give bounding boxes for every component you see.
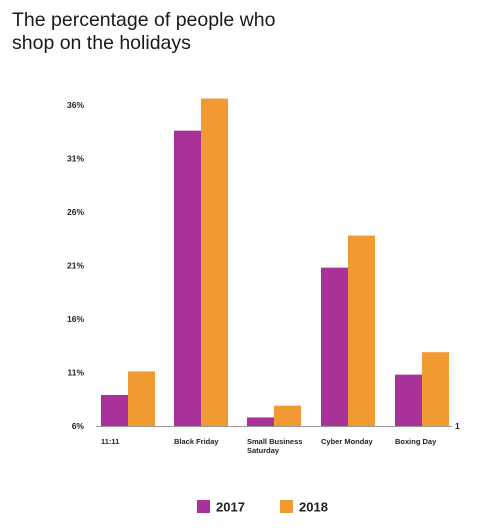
legend-swatch-2017	[197, 500, 210, 513]
y-tick-label: 36%	[67, 100, 84, 110]
y-tick-label: 31%	[67, 154, 84, 164]
category-label: 11:11	[101, 437, 119, 446]
bars	[101, 98, 449, 426]
legend-label-2018: 2018	[299, 500, 328, 515]
y-tick-label: 26%	[67, 207, 84, 217]
y-tick-label: 6%	[72, 421, 85, 431]
legend: 2017 2018	[197, 500, 328, 515]
bar-2018-3	[348, 235, 375, 426]
category-label: Small Business Saturday	[247, 437, 302, 455]
bar-2018-0	[128, 371, 155, 426]
y-tick-label: 16%	[67, 314, 84, 324]
category-labels: 11:11 Black Friday Small Business Saturday C…	[101, 437, 437, 455]
bar-2018-1	[201, 98, 228, 426]
y-tick-label: 21%	[67, 261, 84, 271]
legend-swatch-2018	[280, 500, 293, 513]
category-label: Cyber Monday	[321, 437, 374, 446]
legend-label-2017: 2017	[216, 500, 245, 515]
y-axis-ticks: 6% 11% 16% 21% 26% 31% 36%	[67, 100, 84, 431]
bar-2018-4	[422, 352, 449, 426]
chart-title: The percentage of people who shop on the…	[12, 9, 276, 54]
y-tick-label: 11%	[67, 368, 84, 378]
bar-2018-2	[274, 405, 301, 426]
axis-end-mark: 1	[455, 421, 460, 431]
bar-2017-3	[321, 267, 348, 426]
bar-2017-4	[395, 374, 422, 426]
category-label: Black Friday	[174, 437, 219, 446]
bar-2017-1	[174, 130, 201, 426]
bar-2017-0	[101, 394, 128, 426]
category-label: Boxing Day	[395, 437, 437, 446]
bar-2017-2	[247, 417, 274, 426]
